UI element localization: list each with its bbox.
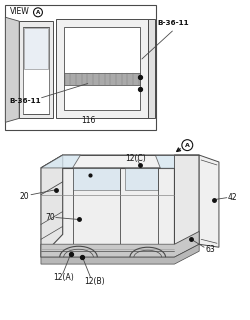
Text: A: A bbox=[36, 10, 40, 15]
Polygon shape bbox=[125, 168, 158, 190]
Text: B-36-11: B-36-11 bbox=[9, 98, 41, 103]
Polygon shape bbox=[23, 27, 49, 114]
Polygon shape bbox=[56, 19, 148, 118]
Text: 12(C): 12(C) bbox=[125, 154, 146, 163]
Polygon shape bbox=[41, 244, 199, 264]
Text: 63: 63 bbox=[205, 245, 215, 254]
Text: 12(A): 12(A) bbox=[53, 274, 74, 283]
Polygon shape bbox=[41, 155, 199, 168]
Polygon shape bbox=[5, 17, 19, 122]
Text: 70: 70 bbox=[45, 213, 55, 222]
Text: 116: 116 bbox=[81, 116, 96, 125]
Polygon shape bbox=[41, 155, 80, 168]
Polygon shape bbox=[5, 5, 156, 130]
Polygon shape bbox=[199, 155, 219, 247]
Polygon shape bbox=[64, 27, 140, 110]
Text: A: A bbox=[185, 143, 190, 148]
Polygon shape bbox=[72, 168, 120, 190]
Text: VIEW: VIEW bbox=[10, 7, 30, 16]
Polygon shape bbox=[19, 21, 53, 118]
Polygon shape bbox=[41, 155, 63, 257]
Text: 20: 20 bbox=[19, 192, 29, 201]
Polygon shape bbox=[64, 73, 140, 85]
Polygon shape bbox=[148, 19, 155, 118]
Text: 12(B): 12(B) bbox=[84, 277, 105, 286]
Text: B-36-11: B-36-11 bbox=[158, 20, 189, 26]
Text: 42: 42 bbox=[228, 193, 237, 202]
Polygon shape bbox=[24, 28, 48, 69]
Polygon shape bbox=[155, 155, 174, 168]
Polygon shape bbox=[41, 231, 199, 257]
Polygon shape bbox=[41, 168, 174, 257]
Polygon shape bbox=[174, 155, 199, 257]
